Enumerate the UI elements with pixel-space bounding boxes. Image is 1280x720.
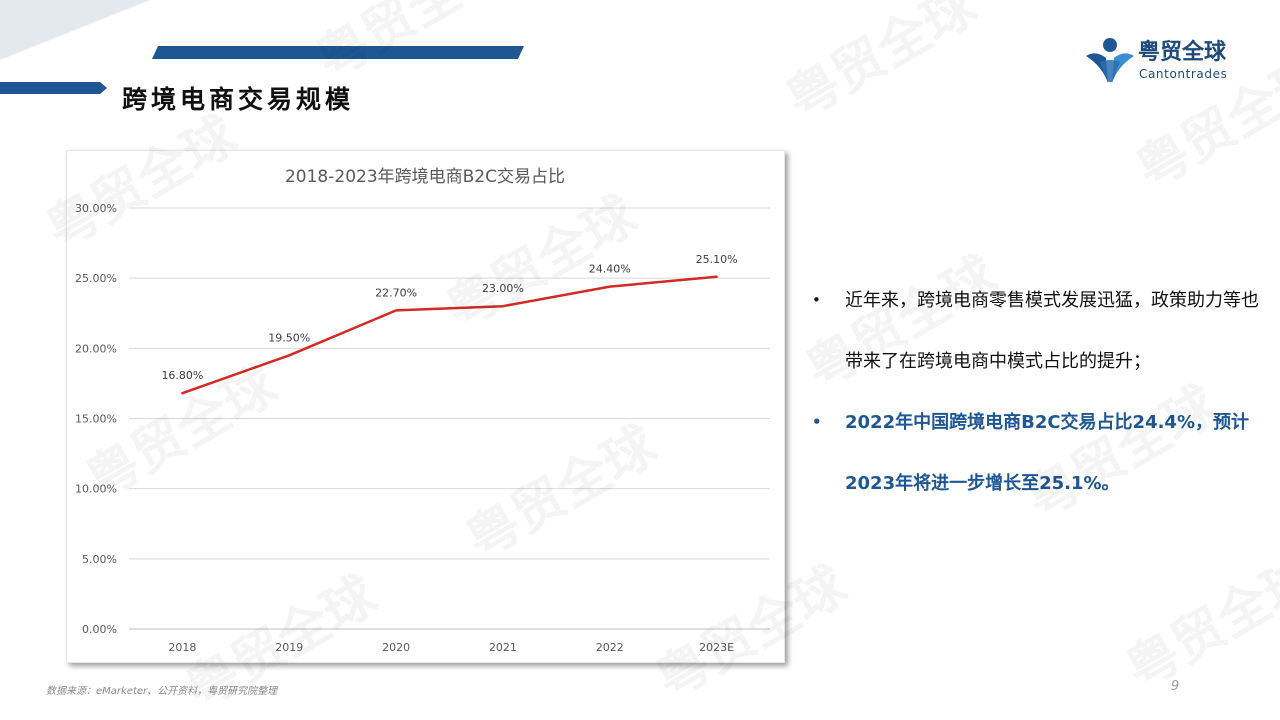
x-tick-label: 2019 [275, 641, 303, 654]
bullet-item-1: • 2022年中国跨境电商B2C交易占比24.4%，预计2023年将进一步增长至… [812, 392, 1262, 514]
watermark-text: 粤贸全球 [777, 0, 988, 131]
bullet-text-0: 近年来，跨境电商零售模式发展迅猛，政策助力等也带来了在跨境电商中模式占比的提升； [845, 290, 1259, 372]
y-tick-label: 25.00% [75, 272, 117, 285]
data-label: 23.00% [482, 282, 524, 295]
x-tick-label: 2021 [489, 641, 517, 654]
header-accent-bar [152, 46, 524, 59]
watermark-text: 粤贸全球 [1117, 545, 1280, 701]
chart-card: 2018-2023年跨境电商B2C交易占比 0.00% 5.00% 10.00% 15… [66, 150, 785, 663]
brand-logo: 粤贸全球 Cantontrades [1084, 36, 1244, 86]
line-chart: 2018-2023年跨境电商B2C交易占比 0.00% 5.00% 10.00% 15… [75, 167, 770, 654]
y-tick-label: 15.00% [75, 413, 117, 426]
data-label: 24.40% [589, 263, 631, 276]
title-accent-bar [0, 82, 107, 94]
logo-english-name: Cantontrades [1139, 67, 1228, 81]
y-tick-label: 0.00% [82, 623, 117, 636]
data-source-note: 数据来源：eMarketer、公开资料，粤贸研究院整理 [46, 686, 278, 697]
y-tick-label: 20.00% [75, 342, 117, 355]
y-tick-label: 5.00% [82, 553, 117, 566]
x-tick-label: 2020 [382, 641, 410, 654]
chart-title: 2018-2023年跨境电商B2C交易占比 [285, 167, 565, 187]
bullet-text-1: 2022年中国跨境电商B2C交易占比24.4%，预计2023年将进一步增长至25… [845, 412, 1249, 494]
insight-list: • 近年来，跨境电商零售模式发展迅猛，政策助力等也带来了在跨境电商中模式占比的提… [812, 270, 1262, 514]
logo-chinese-name: 粤贸全球 [1138, 40, 1227, 65]
page-number: 9 [1171, 679, 1180, 694]
logo-mark-icon [1086, 38, 1134, 83]
x-tick-label: 2022 [596, 641, 624, 654]
x-tick-label: 2023E [699, 641, 734, 654]
bullet-item-0: • 近年来，跨境电商零售模式发展迅猛，政策助力等也带来了在跨境电商中模式占比的提… [812, 270, 1262, 392]
data-label: 25.10% [696, 253, 738, 266]
corner-decoration [0, 0, 150, 60]
bullet-marker: • [812, 413, 822, 431]
series-line [181, 275, 718, 395]
data-label: 22.70% [375, 286, 417, 299]
y-tick-label: 10.00% [75, 483, 117, 496]
y-tick-label: 30.00% [75, 202, 117, 215]
x-tick-label: 2018 [168, 641, 196, 654]
page-title: 跨境电商交易规模 [122, 85, 355, 114]
bullet-marker: • [812, 291, 821, 309]
watermark-text: 粤贸全球 [307, 0, 518, 91]
data-label: 16.80% [161, 369, 203, 382]
data-label: 19.50% [268, 331, 310, 344]
